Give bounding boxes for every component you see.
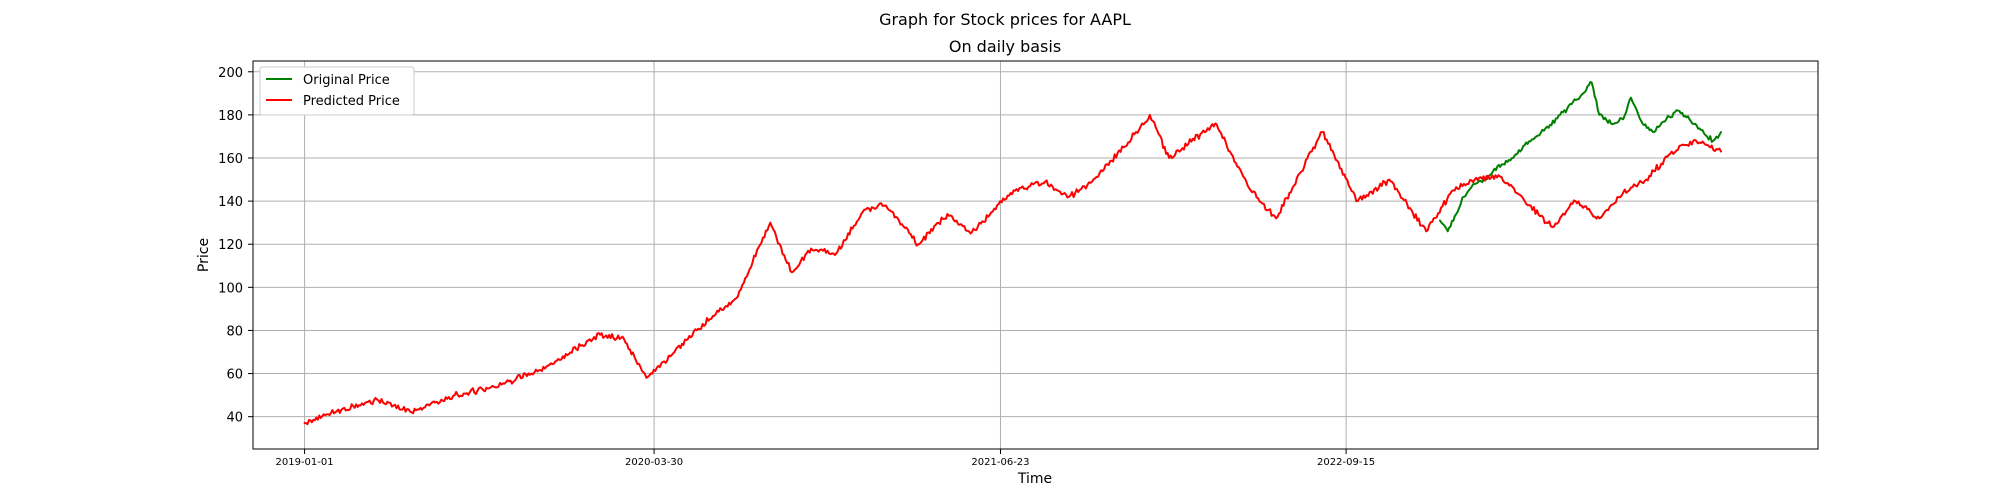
legend-predicted-label: Predicted Price <box>303 94 400 109</box>
y-tick-label: 140 <box>218 195 243 210</box>
y-tick-label: 80 <box>226 324 243 339</box>
y-tick-label: 40 <box>226 411 243 426</box>
y-tick-label: 160 <box>218 152 243 167</box>
chart-title: On daily basis <box>949 37 1061 56</box>
x-tick-label: 2020-03-30 <box>625 457 683 468</box>
legend-box <box>259 66 415 116</box>
series-layer <box>303 80 1723 426</box>
x-tick-label: 2021-06-23 <box>971 457 1029 468</box>
y-tick-label: 100 <box>218 281 243 296</box>
original-price-line <box>1439 80 1723 233</box>
y-tick-label: 180 <box>218 109 243 124</box>
predicted-price-line <box>303 113 1723 426</box>
y-tick-label: 60 <box>226 368 243 383</box>
x-axis-label: Time <box>1017 471 1052 487</box>
grid-layer <box>253 61 1818 449</box>
axis-layer: 40 60 80 100 120 140 160 180 200 2019-01-01 2020-0… <box>218 66 1375 468</box>
chart-suptitle: Graph for Stock prices for AAPL <box>879 10 1131 29</box>
y-axis-label: Price <box>196 238 212 272</box>
plot-frame <box>252 60 1819 450</box>
y-tick-label: 200 <box>218 66 243 81</box>
x-tick-label: 2019-01-01 <box>276 457 334 468</box>
legend-original-label: Original Price <box>303 73 390 88</box>
legend: Original Price Predicted Price <box>259 66 415 116</box>
x-tick-label: 2022-09-15 <box>1317 457 1375 468</box>
y-tick-label: 120 <box>218 238 243 253</box>
